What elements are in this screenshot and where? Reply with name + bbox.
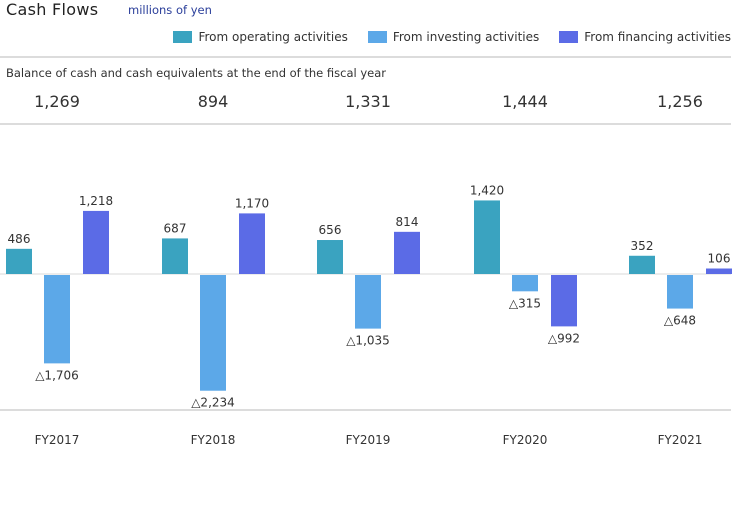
data-label-investing-fy2021: △648 <box>664 314 696 328</box>
data-label-investing-fy2019: △1,035 <box>346 334 390 348</box>
data-label-financing-fy2020: △992 <box>548 331 580 345</box>
balance-value-fy2018: 894 <box>197 92 229 111</box>
legend-item-financing: From financing activities <box>559 30 731 44</box>
divider-axis <box>0 409 731 411</box>
bar-investing-fy2019 <box>355 275 381 329</box>
legend-item-investing: From investing activities <box>367 30 540 44</box>
bar-operating-fy2018 <box>162 238 188 274</box>
bar-financing-fy2021 <box>706 268 732 274</box>
bar-financing-fy2019 <box>394 231 420 274</box>
data-label-investing-fy2017: △1,706 <box>35 368 79 382</box>
divider-top <box>0 56 731 58</box>
data-label-financing-fy2019: 814 <box>396 215 419 229</box>
bar-investing-fy2020 <box>512 275 538 292</box>
x-tick-label-fy2018: FY2018 <box>191 433 236 447</box>
bar-investing-fy2017 <box>44 275 70 364</box>
balance-value-fy2019: 1,331 <box>345 92 391 111</box>
data-label-operating-fy2017: 486 <box>8 232 31 246</box>
x-tick-label-fy2020: FY2020 <box>503 433 548 447</box>
bar-investing-fy2021 <box>667 275 693 309</box>
legend-swatch-financing <box>559 31 579 43</box>
legend: From operating activities From investing… <box>153 30 731 44</box>
balance-label: Balance of cash and cash equivalents at … <box>6 66 387 80</box>
data-label-operating-fy2018: 687 <box>164 221 187 235</box>
bar-operating-fy2017 <box>6 248 32 274</box>
data-label-investing-fy2020: △315 <box>509 296 541 310</box>
bar-financing-fy2018 <box>239 213 265 274</box>
data-label-financing-fy2018: 1,170 <box>235 196 269 210</box>
data-label-financing-fy2017: 1,218 <box>79 194 113 208</box>
legend-swatch-operating <box>173 31 193 43</box>
data-label-operating-fy2019: 656 <box>319 223 342 237</box>
legend-item-operating: From operating activities <box>173 30 348 44</box>
x-tick-label-fy2019: FY2019 <box>346 433 391 447</box>
x-tick-label-fy2017: FY2017 <box>35 433 80 447</box>
data-label-investing-fy2018: △2,234 <box>191 396 235 410</box>
bar-financing-fy2017 <box>83 210 109 274</box>
balance-value-fy2017: 1,269 <box>34 92 80 111</box>
legend-label-operating: From operating activities <box>198 30 348 44</box>
legend-swatch-investing <box>367 31 387 43</box>
x-tick-label-fy2021: FY2021 <box>658 433 703 447</box>
bar-investing-fy2018 <box>200 275 226 391</box>
bar-financing-fy2020 <box>551 275 577 327</box>
divider-balance <box>0 123 731 125</box>
unit-label: millions of yen <box>128 3 212 17</box>
bar-operating-fy2021 <box>629 255 655 274</box>
chart-title: Cash Flows <box>6 0 99 19</box>
bar-operating-fy2019 <box>317 240 343 274</box>
legend-label-investing: From investing activities <box>392 30 540 44</box>
legend-label-financing: From financing activities <box>584 30 731 44</box>
balance-value-fy2020: 1,444 <box>502 92 548 111</box>
balance-value-fy2021: 1,256 <box>657 92 703 111</box>
data-label-operating-fy2020: 1,420 <box>470 183 504 197</box>
data-label-financing-fy2021: 106 <box>708 252 731 266</box>
bar-operating-fy2020 <box>474 200 500 274</box>
data-label-operating-fy2021: 352 <box>631 239 654 253</box>
